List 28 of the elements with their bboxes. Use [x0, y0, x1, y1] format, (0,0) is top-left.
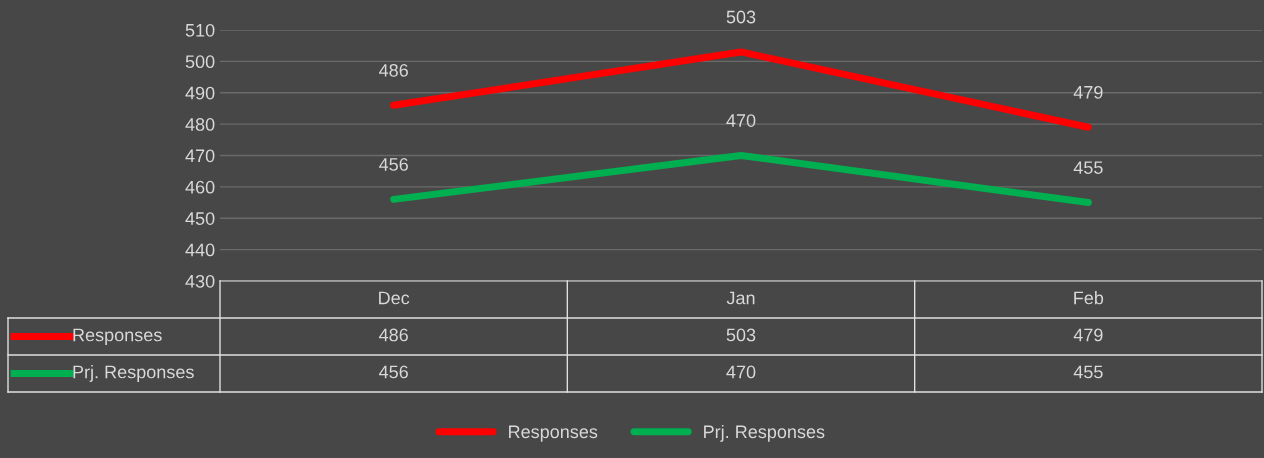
text: Prj. Responses: [73, 365, 194, 382]
text: 479: [1073, 328, 1103, 342]
text: 503: [726, 328, 756, 342]
text: 486: [379, 328, 408, 342]
y-tick-label: 490: [185, 86, 215, 100]
x-tick-label: Jan: [726, 291, 755, 305]
text: Responses: [73, 328, 162, 345]
legend-label: Prj. Responses: [704, 424, 825, 442]
y-tick-label: 500: [185, 55, 215, 69]
data-label: 486: [379, 63, 408, 77]
x-tick-label: Feb: [1074, 291, 1104, 305]
text: 470: [726, 365, 756, 379]
y-tick-label: 450: [185, 212, 215, 225]
x-tick-label: Dec: [379, 291, 410, 305]
y-tick-label: 430: [185, 274, 215, 288]
y-tick-label: 440: [185, 243, 215, 257]
data-label: 455: [1073, 161, 1103, 174]
y-tick-label: 510: [185, 23, 215, 37]
text: 456: [379, 365, 408, 379]
legend-label: Responses: [509, 425, 598, 442]
text: 455: [1073, 365, 1103, 379]
y-tick-label: 480: [185, 118, 215, 131]
data-label: 479: [1073, 85, 1103, 99]
y-tick-label: 460: [185, 180, 215, 194]
data-label: 503: [726, 10, 756, 24]
y-tick-label: 470: [185, 149, 215, 163]
data-label: 456: [379, 158, 408, 171]
data-label: 470: [726, 114, 756, 127]
